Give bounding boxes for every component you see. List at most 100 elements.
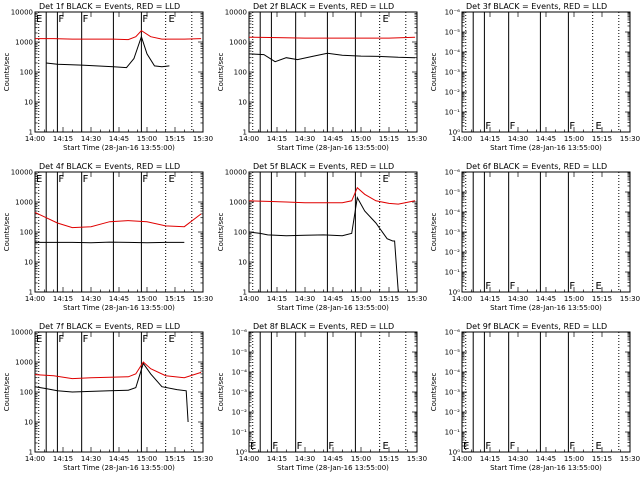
panel-det-7: Det 7f BLACK = Events, RED = LLD 1 10 100 10… — [3, 322, 213, 472]
flag-f: F — [142, 334, 148, 345]
x-tick-label: 14:45 — [109, 135, 129, 143]
x-tick-label: 14:00 — [452, 135, 472, 143]
x-tick-label: 14:00 — [25, 455, 45, 463]
x-tick-label: 15:15 — [592, 455, 612, 463]
y-tick-label: 10⁰ — [448, 289, 460, 297]
flag-f: F — [142, 14, 148, 25]
x-tick-label: 14:45 — [536, 135, 556, 143]
y-tick-label: 1 — [29, 289, 33, 297]
x-tick-label: 14:00 — [452, 295, 472, 303]
plot-frame — [34, 171, 204, 293]
flag-f: F — [485, 281, 491, 292]
plot-frame — [248, 171, 418, 293]
flag-f: F — [58, 334, 64, 345]
flag-e: E — [596, 441, 602, 452]
x-tick-label: 14:00 — [239, 455, 259, 463]
x-tick-label: 15:30 — [407, 135, 427, 143]
y-tick-label: 10⁻³ — [445, 69, 461, 77]
x-tick-label: 15:15 — [165, 295, 185, 303]
x-tick-label: 14:45 — [109, 295, 129, 303]
x-tick-label: 14:30 — [508, 295, 528, 303]
plot-frame — [34, 331, 204, 453]
y-axis-label: Counts/sec — [3, 53, 11, 92]
flag-e: E — [36, 174, 42, 185]
plot-frame — [248, 331, 418, 453]
x-axis-label: Start Time (28-Jan-16 13:55:00) — [277, 144, 389, 152]
x-tick-label: 14:00 — [25, 295, 45, 303]
y-tick-label: 10⁻² — [445, 249, 461, 257]
panel-det-3: Det 3f BLACK = Events, RED = LLD 10⁰ 10⁻¹ 1… — [430, 2, 640, 152]
y-axis-label: Counts/sec — [430, 53, 438, 92]
x-tick-label: 15:30 — [193, 455, 213, 463]
flag-f: F — [142, 174, 148, 185]
x-tick-label: 14:30 — [295, 135, 315, 143]
events-rate-line — [248, 196, 399, 293]
panel-title: Det 7f BLACK = Events, RED = LLD — [39, 322, 180, 331]
flag-f: F — [83, 334, 89, 345]
flag-e: E — [36, 334, 42, 345]
flag-f: F — [272, 441, 278, 452]
y-tick-label: 10⁻⁴ — [445, 49, 461, 57]
y-tick-label: 10⁻⁴ — [232, 369, 248, 377]
events-rate-line — [35, 241, 185, 244]
x-tick-label: 14:45 — [323, 295, 343, 303]
plot-frame — [461, 331, 631, 453]
y-tick-label: 10⁻¹ — [445, 269, 461, 277]
y-tick-label: 1 — [243, 289, 247, 297]
y-tick-label: 1 — [29, 449, 33, 457]
x-tick-label: 14:30 — [81, 455, 101, 463]
y-tick-label: 10⁻⁵ — [445, 349, 461, 357]
y-axis-label: Counts/sec — [217, 373, 225, 412]
flag-e: E — [383, 441, 389, 452]
y-axis-label: Counts/sec — [217, 53, 225, 92]
y-tick-label: 1 — [243, 129, 247, 137]
y-tick-label: 10 — [24, 419, 33, 427]
x-tick-label: 14:15 — [480, 295, 500, 303]
x-tick-label: 14:45 — [323, 455, 343, 463]
events-rate-line — [46, 35, 170, 69]
y-tick-label: 10⁻² — [445, 409, 461, 417]
flag-e: E — [250, 441, 256, 452]
panel-det-2: Det 2f BLACK = Events, RED = LLD 1 10 100 10… — [217, 2, 427, 152]
x-tick-label: 14:00 — [239, 295, 259, 303]
x-tick-label: 15:15 — [379, 455, 399, 463]
y-tick-label: 10⁰ — [235, 449, 247, 457]
x-axis-label: Start Time (28-Jan-16 13:55:00) — [490, 464, 602, 472]
x-tick-label: 14:30 — [295, 295, 315, 303]
y-tick-label: 10⁻⁶ — [445, 329, 461, 337]
panel-title: Det 1f BLACK = Events, RED = LLD — [39, 2, 180, 11]
y-axis-label: Counts/sec — [430, 373, 438, 412]
flag-f: F — [83, 174, 89, 185]
y-tick-label: 10⁻³ — [445, 229, 461, 237]
y-tick-label: 1000 — [15, 39, 33, 47]
flag-f: F — [569, 121, 575, 132]
y-tick-label: 10⁻⁵ — [232, 349, 248, 357]
x-tick-label: 14:00 — [239, 135, 259, 143]
y-tick-label: 10⁻² — [445, 89, 461, 97]
x-tick-label: 14:30 — [295, 455, 315, 463]
y-tick-label: 100 — [234, 229, 247, 237]
y-tick-label: 100 — [234, 69, 247, 77]
x-tick-label: 14:15 — [53, 455, 73, 463]
flag-f: F — [510, 281, 516, 292]
panel-det-9: Det 9f BLACK = Events, RED = LLD 10⁰ 10⁻¹ 1… — [430, 322, 640, 472]
panel-title: Det 8f BLACK = Events, RED = LLD — [253, 322, 394, 331]
y-tick-label: 100 — [20, 229, 33, 237]
x-tick-label: 15:30 — [620, 295, 640, 303]
x-tick-label: 14:15 — [53, 135, 73, 143]
x-axis-label: Start Time (28-Jan-16 13:55:00) — [277, 464, 389, 472]
x-tick-label: 15:30 — [620, 135, 640, 143]
panel-title: Det 2f BLACK = Events, RED = LLD — [253, 2, 394, 11]
plot-frame — [461, 171, 631, 293]
x-tick-label: 14:15 — [480, 135, 500, 143]
panel-det-4: Det 4f BLACK = Events, RED = LLD 1 10 100 10… — [3, 162, 213, 312]
x-tick-label: 14:15 — [480, 455, 500, 463]
flag-f: F — [510, 121, 516, 132]
x-axis-label: Start Time (28-Jan-16 13:55:00) — [63, 304, 175, 312]
y-tick-label: 100 — [20, 389, 33, 397]
x-tick-label: 15:30 — [620, 455, 640, 463]
y-tick-label: 10⁰ — [448, 129, 460, 137]
x-tick-label: 15:30 — [193, 295, 213, 303]
lld-rate-line — [248, 36, 416, 39]
